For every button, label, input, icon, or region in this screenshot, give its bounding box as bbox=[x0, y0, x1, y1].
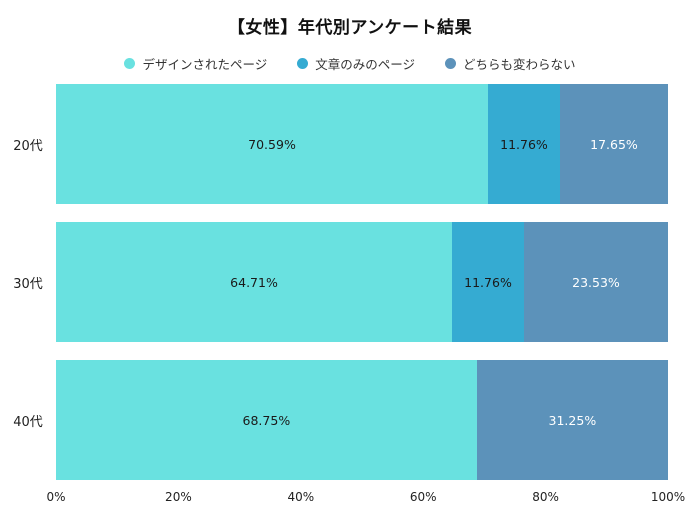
legend: デザインされたページ 文章のみのページ どちらも変わらない bbox=[0, 54, 700, 73]
bar-segment: 70.59% bbox=[56, 84, 488, 204]
x-axis-tick: 0% bbox=[46, 490, 66, 504]
bar-row: 20代 70.59% 11.76% 17.65% bbox=[0, 84, 700, 204]
category-label: 30代 bbox=[13, 276, 43, 292]
legend-label: 文章のみのページ bbox=[315, 57, 415, 72]
category-label: 20代 bbox=[13, 138, 43, 154]
bar-value-label: 11.76% bbox=[464, 274, 512, 290]
legend-dot-icon bbox=[297, 58, 309, 69]
x-axis-tick: 20% bbox=[165, 490, 192, 504]
x-axis: 0% 20% 40% 60% 80% 100% bbox=[46, 488, 685, 510]
bar-segment: 64.71% bbox=[56, 222, 453, 342]
bar-segment: 11.76% bbox=[488, 84, 560, 204]
legend-dot-icon bbox=[445, 58, 456, 69]
x-axis-tick: 60% bbox=[409, 490, 437, 504]
bar-segment: 68.75% bbox=[56, 360, 477, 480]
x-axis-tick: 80% bbox=[532, 490, 559, 504]
bar-value-label: 64.71% bbox=[230, 274, 278, 290]
bar-track: 64.71% 11.76% 23.53% bbox=[56, 222, 668, 342]
bar-segment: 23.53% bbox=[523, 222, 668, 342]
legend-dot-icon bbox=[124, 58, 136, 69]
bar-row: 30代 64.71% 11.76% 23.53% bbox=[0, 222, 700, 342]
chart-title: 【女性】年代別アンケート結果 bbox=[227, 18, 473, 38]
bar-value-label: 70.59% bbox=[248, 136, 296, 152]
bar-segment: 17.65% bbox=[559, 84, 668, 204]
bar-segment: 31.25% bbox=[476, 360, 668, 480]
bar-value-label: 68.75% bbox=[242, 412, 291, 428]
x-axis-tick: 100% bbox=[650, 490, 686, 504]
legend-item: デザインされたページ bbox=[124, 54, 267, 73]
x-axis-tick: 40% bbox=[287, 490, 315, 504]
bar-track: 70.59% 11.76% 17.65% bbox=[56, 84, 668, 204]
bar-value-label: 17.65% bbox=[590, 136, 638, 152]
legend-item: どちらも変わらない bbox=[445, 54, 576, 73]
legend-label: デザインされたページ bbox=[142, 57, 268, 72]
bar-value-label: 23.53% bbox=[572, 274, 620, 290]
legend-label: どちらも変わらない bbox=[463, 57, 576, 72]
bar-segment: 11.76% bbox=[452, 222, 524, 342]
plot-area: 20代 70.59% 11.76% 17.65% 30代 64.71% 11.76% 23.5… bbox=[0, 84, 700, 498]
bar-track: 68.75% 31.25% bbox=[56, 360, 668, 480]
bar-value-label: 11.76% bbox=[500, 136, 548, 152]
bar-value-label: 31.25% bbox=[548, 412, 597, 428]
bar-row: 40代 68.75% 31.25% bbox=[0, 360, 700, 480]
legend-item: 文章のみのページ bbox=[297, 54, 415, 73]
category-label: 40代 bbox=[13, 414, 43, 430]
